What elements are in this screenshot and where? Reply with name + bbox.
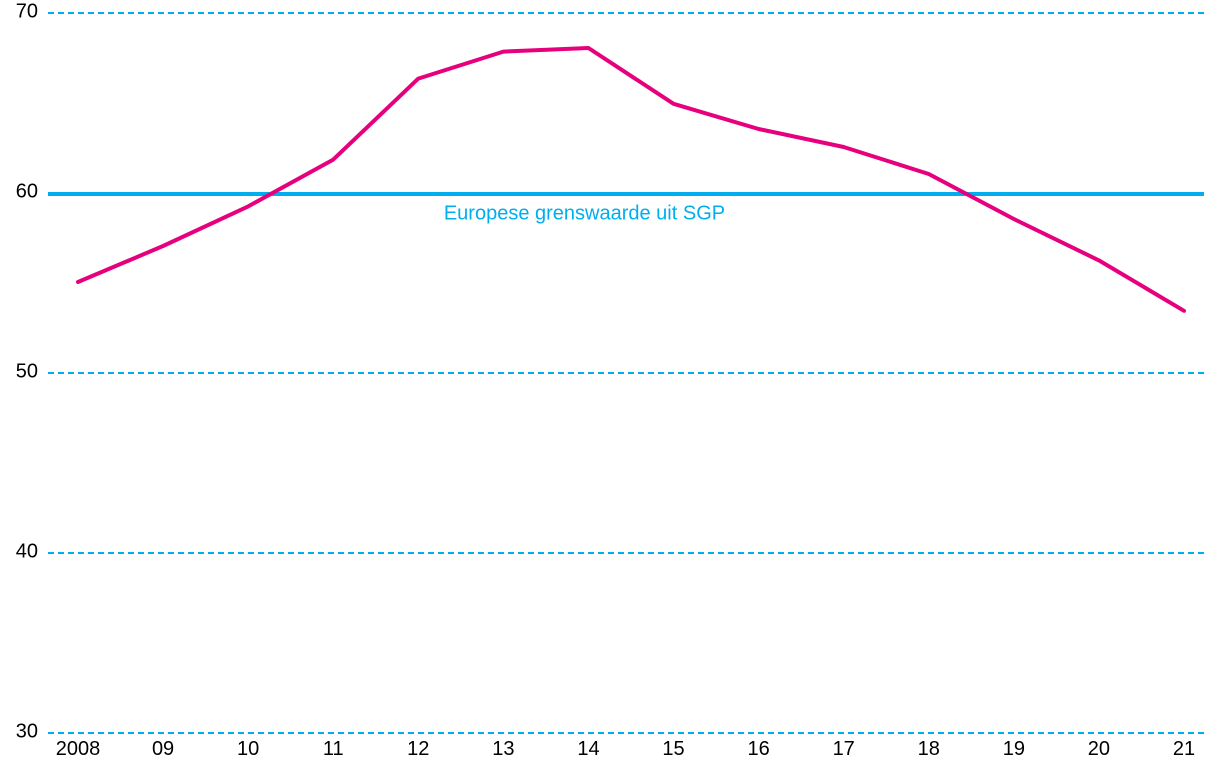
x-tick-label: 09 xyxy=(152,738,174,761)
x-tick-label: 15 xyxy=(662,738,684,761)
x-tick-label: 14 xyxy=(577,738,599,761)
x-tick-label: 19 xyxy=(1003,738,1025,761)
data-series xyxy=(48,12,1204,732)
x-tick-label: 2008 xyxy=(56,738,101,761)
y-tick-label: 30 xyxy=(0,721,38,744)
plot-area: 3040506070Europese grenswaarde uit SGP20… xyxy=(48,12,1204,732)
chart-container: 3040506070Europese grenswaarde uit SGP20… xyxy=(0,0,1214,766)
x-tick-label: 12 xyxy=(407,738,429,761)
x-tick-label: 16 xyxy=(747,738,769,761)
x-tick-label: 10 xyxy=(237,738,259,761)
gridline xyxy=(48,732,1204,734)
x-tick-label: 11 xyxy=(323,738,344,761)
y-tick-label: 50 xyxy=(0,361,38,384)
x-tick-label: 18 xyxy=(918,738,940,761)
x-tick-label: 13 xyxy=(492,738,514,761)
x-tick-label: 20 xyxy=(1088,738,1110,761)
x-tick-label: 17 xyxy=(833,738,855,761)
data-polyline xyxy=(78,48,1184,311)
y-tick-label: 60 xyxy=(0,181,38,204)
y-tick-label: 70 xyxy=(0,1,38,24)
x-tick-label: 21 xyxy=(1173,738,1195,761)
y-tick-label: 40 xyxy=(0,541,38,564)
